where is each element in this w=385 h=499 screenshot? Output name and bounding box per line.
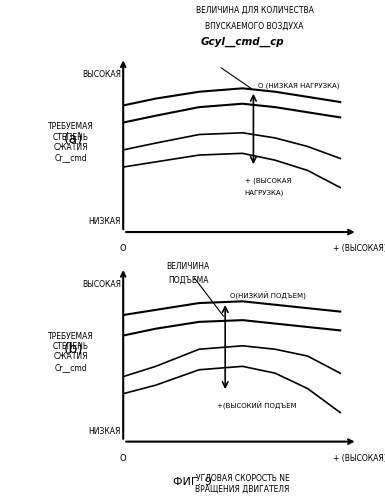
Text: ПОДЪЕМА: ПОДЪЕМА — [168, 275, 209, 284]
Text: + (ВЫСОКАЯ): + (ВЫСОКАЯ) — [333, 454, 385, 463]
Text: ТРЕБУЕМАЯ
СТЕПЕНЬ
СЖАТИЯ
Cr__cmd: ТРЕБУЕМАЯ СТЕПЕНЬ СЖАТИЯ Cr__cmd — [48, 122, 94, 162]
Text: УГЛОВАЯ СКОРОСТЬ NE
ВРАЩЕНИЯ ДВИГАТЕЛЯ: УГЛОВАЯ СКОРОСТЬ NE ВРАЩЕНИЯ ДВИГАТЕЛЯ — [195, 264, 290, 284]
Text: О: О — [120, 244, 127, 253]
Text: ВПУСКАЕМОГО ВОЗДУХА: ВПУСКАЕМОГО ВОЗДУХА — [205, 22, 304, 31]
Text: + (ВЫСОКАЯ): + (ВЫСОКАЯ) — [333, 244, 385, 253]
Text: НИЗКАЯ: НИЗКАЯ — [89, 217, 121, 226]
Text: О(НИЗКИЙ ПОДЪЕМ): О(НИЗКИЙ ПОДЪЕМ) — [229, 292, 305, 300]
Text: НИЗКАЯ: НИЗКАЯ — [89, 427, 121, 436]
Text: ВЕЛИЧИНА: ВЕЛИЧИНА — [167, 261, 210, 270]
Text: ВЫСОКАЯ: ВЫСОКАЯ — [82, 70, 121, 79]
Text: ФИГ. 9: ФИГ. 9 — [173, 477, 212, 487]
Text: Gcyl__cmd__cp: Gcyl__cmd__cp — [201, 37, 285, 47]
Text: ТРЕБУЕМАЯ
СТЕПЕНЬ
СЖАТИЯ
Cr__cmd: ТРЕБУЕМАЯ СТЕПЕНЬ СЖАТИЯ Cr__cmd — [48, 332, 94, 372]
Text: ВЕЛИЧИНА ДЛЯ КОЛИЧЕСТВА: ВЕЛИЧИНА ДЛЯ КОЛИЧЕСТВА — [196, 5, 313, 14]
Text: ВЫСОКАЯ: ВЫСОКАЯ — [82, 280, 121, 289]
Text: + (ВЫСОКАЯ: + (ВЫСОКАЯ — [245, 177, 291, 184]
Text: (b): (b) — [63, 341, 83, 355]
Text: НАГРУЗКА): НАГРУЗКА) — [245, 189, 284, 196]
Text: (a): (a) — [64, 132, 83, 146]
Text: О (НИЗКАЯ НАГРУЗКА): О (НИЗКАЯ НАГРУЗКА) — [258, 83, 339, 89]
Text: УГЛОВАЯ СКОРОСТЬ NE
ВРАЩЕНИЯ ДВИГАТЕЛЯ: УГЛОВАЯ СКОРОСТЬ NE ВРАЩЕНИЯ ДВИГАТЕЛЯ — [195, 474, 290, 494]
Text: О: О — [120, 454, 127, 463]
Text: +(ВЫСОКИЙ ПОДЪЕМ: +(ВЫСОКИЙ ПОДЪЕМ — [216, 402, 296, 411]
